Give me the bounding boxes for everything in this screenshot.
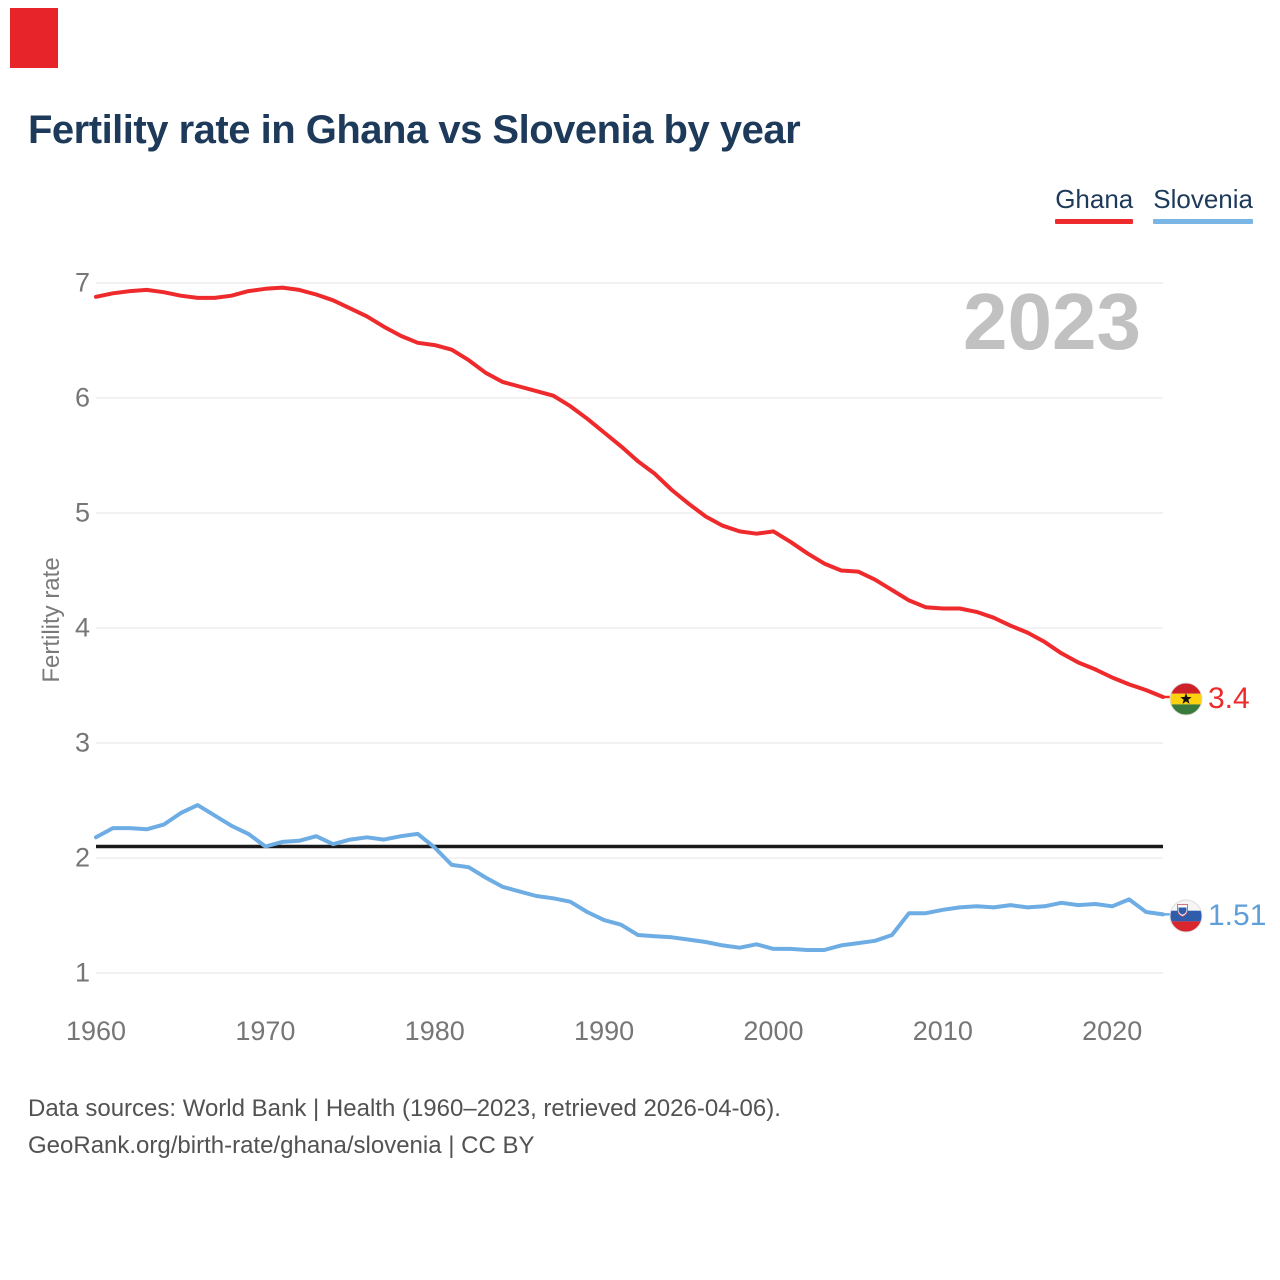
footer-attribution: GeoRank.org/birth-rate/ghana/slovenia | … <box>28 1132 535 1159</box>
ghana-flag-icon <box>1169 682 1203 716</box>
chart-title: Fertility rate in Ghana vs Slovenia by y… <box>28 108 801 152</box>
x-tick-label: 2020 <box>1082 1016 1143 1046</box>
highlight-marker <box>10 8 58 68</box>
x-tick-label: 2010 <box>912 1016 973 1046</box>
footer-sources: Data sources: World Bank | Health (1960–… <box>28 1095 781 1122</box>
legend-label-slovenia: Slovenia <box>1153 184 1253 214</box>
x-tick-label: 1980 <box>404 1016 465 1046</box>
ghana-end-value: 3.4 <box>1208 682 1250 715</box>
series-lines-group <box>94 285 1170 952</box>
watermark-year: 2023 <box>963 277 1141 366</box>
y-tick-label: 2 <box>74 842 90 873</box>
legend: Ghana Slovenia <box>1055 184 1253 224</box>
x-tick-label: 1960 <box>65 1016 127 1046</box>
gridlines <box>96 282 1163 974</box>
y-tick-label: 5 <box>74 497 90 528</box>
footer: Data sources: World Bank | Health (1960–… <box>28 1090 781 1164</box>
legend-label-ghana: Ghana <box>1055 184 1134 214</box>
slovenia-end-value: 1.51 <box>1208 899 1266 932</box>
legend-item-ghana[interactable]: Ghana <box>1055 184 1134 224</box>
y-tick-label: 1 <box>74 957 90 988</box>
x-tick-label: 1970 <box>235 1016 296 1046</box>
y-tick-label: 6 <box>74 382 90 413</box>
ghana-underline <box>1055 219 1134 224</box>
x-tick-label: 2000 <box>743 1016 804 1046</box>
slovenia-flag-icon <box>1169 899 1203 933</box>
legend-item-slovenia[interactable]: Slovenia <box>1153 184 1253 224</box>
y-tick-label: 7 <box>74 267 90 298</box>
ghana-star-icon <box>1180 693 1192 704</box>
slovenia-underline <box>1153 219 1253 224</box>
y-tick-label: 3 <box>74 727 90 758</box>
ghana-series-line[interactable] <box>94 285 1165 699</box>
y-tick-label: 4 <box>74 612 90 643</box>
slovenia-series-line[interactable] <box>94 803 1165 952</box>
x-tick-label: 1990 <box>574 1016 635 1046</box>
